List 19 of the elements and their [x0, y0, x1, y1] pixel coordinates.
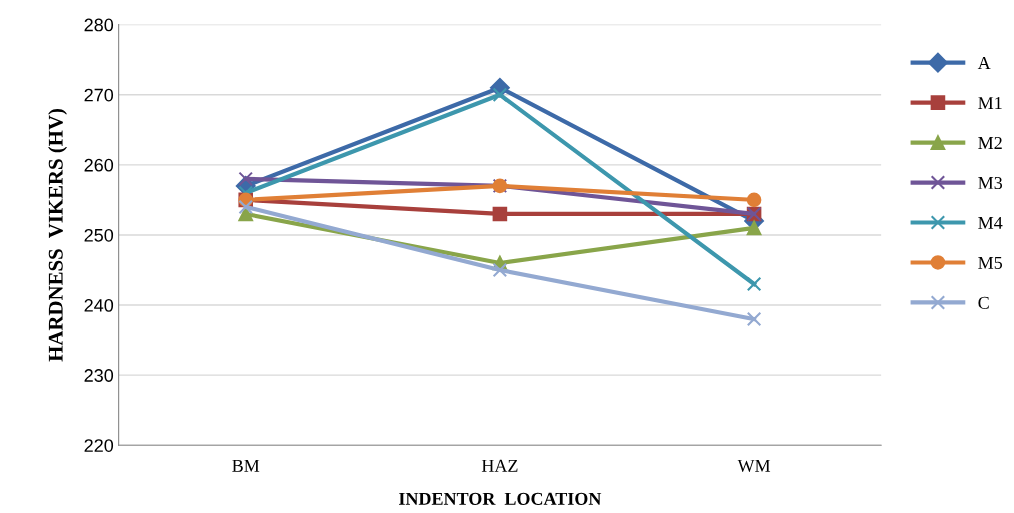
legend-label: C	[978, 296, 989, 309]
legend-label: M4	[978, 216, 1003, 229]
legend-label: M2	[978, 136, 1002, 149]
x-axis-title: INDENTOR LOCATION	[399, 492, 602, 505]
legend-label: M1	[978, 97, 1002, 109]
y-tick-label: 220	[84, 439, 114, 452]
x-tick-label: BM	[232, 459, 260, 472]
x-tick-label: WM	[737, 459, 771, 472]
legend-label: M5	[978, 256, 1003, 269]
legend-label: A	[977, 57, 991, 69]
y-tick-label: 270	[84, 88, 114, 102]
y-tick-label: 240	[84, 299, 114, 312]
y-tick-label: 250	[84, 228, 114, 242]
x-tick-label: HAZ	[481, 459, 518, 472]
y-axis-title: HARDNESS VIKERS (HV)	[48, 109, 67, 362]
y-tick-label: 230	[84, 369, 114, 382]
legend-label: M3	[978, 176, 1003, 190]
y-tick-label: 260	[84, 158, 114, 172]
y-tick-label: 280	[84, 18, 114, 32]
